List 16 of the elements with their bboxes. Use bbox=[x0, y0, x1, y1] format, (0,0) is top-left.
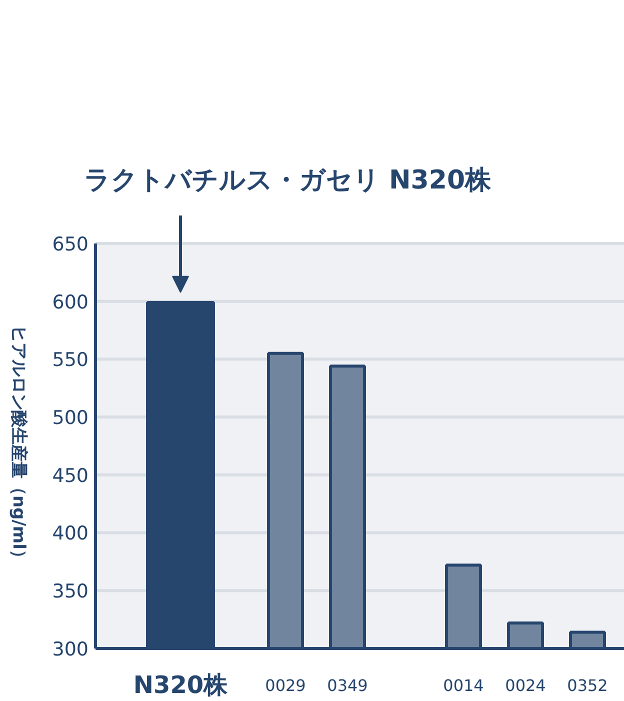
text: ラクトバチルス・ガセリ N320株 bbox=[84, 166, 492, 196]
x-tick-label: N320株 bbox=[133, 670, 229, 699]
y-tick-label: 500 bbox=[52, 407, 88, 430]
y-tick-label: 300 bbox=[52, 638, 88, 660]
y-tick-label: 400 bbox=[52, 522, 88, 545]
x-tick-label: 0024 bbox=[505, 676, 546, 695]
y-axis-title: ヒアルロン酸生産量（ng/ml） bbox=[8, 325, 28, 566]
y-tick-label: 650 bbox=[52, 233, 88, 256]
x-tick-label: 0014 bbox=[443, 676, 484, 695]
x-tick-label: 0029 bbox=[265, 676, 306, 695]
y-tick-label: 350 bbox=[52, 580, 88, 603]
y-tick-label: 450 bbox=[52, 464, 88, 487]
y-tick-label: 600 bbox=[52, 291, 88, 314]
y-tick-label: 550 bbox=[52, 349, 88, 372]
x-tick-label: 0349 bbox=[327, 676, 368, 695]
x-tick-label: 0352 bbox=[567, 676, 608, 695]
